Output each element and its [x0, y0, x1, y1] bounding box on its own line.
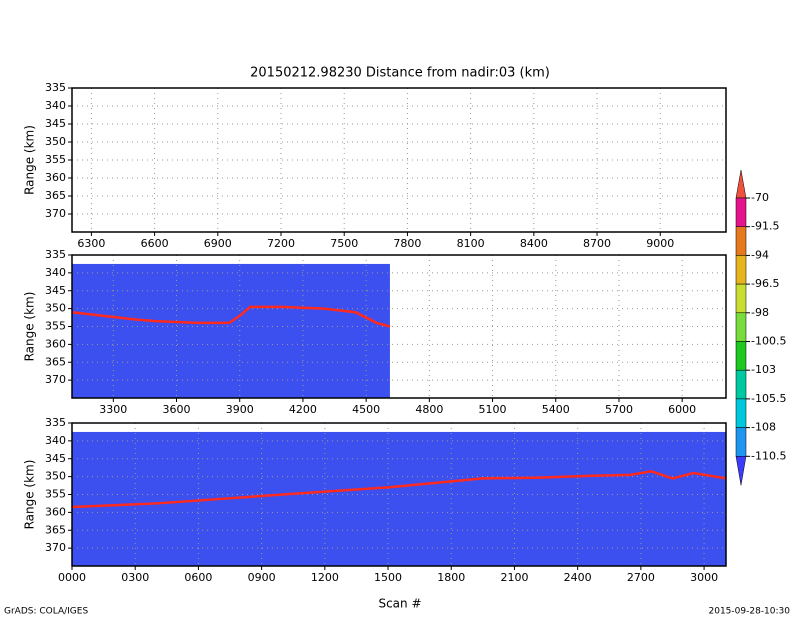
- x-tick-label: 3900: [226, 403, 254, 416]
- colorbar-label: -108: [751, 421, 776, 434]
- x-tick-label: 4800: [415, 403, 443, 416]
- plot-frame: [71, 254, 727, 399]
- y-tick-label: 360: [45, 337, 66, 350]
- y-axis-label: Range (km): [23, 125, 37, 195]
- y-tick-label: 370: [45, 207, 66, 220]
- x-tick-label: 1200: [311, 571, 339, 584]
- x-tick-label: 8400: [520, 237, 548, 250]
- x-tick-label: 2100: [500, 571, 528, 584]
- colorbar-segment: [735, 312, 747, 342]
- x-tick-label: 0000: [58, 571, 86, 584]
- colorbar-label: -103: [751, 363, 776, 376]
- colorbar-label: -94: [751, 248, 769, 261]
- y-tick-label: 335: [45, 416, 66, 429]
- x-tick-label: 1800: [437, 571, 465, 584]
- y-tick-label: 345: [45, 284, 66, 297]
- chart-title: 20150212.98230 Distance from nadir:03 (k…: [250, 66, 550, 81]
- colorbar-cap: [735, 169, 747, 199]
- x-tick-label: 5700: [605, 403, 633, 416]
- credits: GrADS: COLA/IGES: [4, 607, 88, 617]
- y-tick-label: 370: [45, 373, 66, 386]
- x-tick-label: 5400: [542, 403, 570, 416]
- y-tick-label: 360: [45, 171, 66, 184]
- x-tick-label: 2700: [627, 571, 655, 584]
- y-tick-label: 355: [45, 153, 66, 166]
- colorbar-segment: [735, 341, 747, 371]
- data-coverage: [72, 263, 390, 398]
- y-tick-label: 340: [45, 99, 66, 112]
- plot-frame: [71, 422, 727, 567]
- colorbar-segment: [735, 398, 747, 428]
- colorbar-segment: [735, 369, 747, 400]
- x-tick-label: 3600: [163, 403, 191, 416]
- colorbar-label: -98: [751, 306, 769, 319]
- x-tick-label: 6600: [141, 237, 169, 250]
- x-tick-label: 0300: [121, 571, 149, 584]
- y-tick-label: 365: [45, 523, 66, 536]
- y-tick-label: 345: [45, 452, 66, 465]
- y-tick-label: 340: [45, 434, 66, 447]
- x-tick-label: 6000: [668, 403, 696, 416]
- colorbar-label: -100.5: [751, 335, 786, 348]
- x-tick-label: 9000: [646, 237, 674, 250]
- y-tick-label: 340: [45, 266, 66, 279]
- y-tick-label: 345: [45, 117, 66, 130]
- colorbar-label: -70: [751, 191, 769, 204]
- x-tick-label: 7500: [330, 237, 358, 250]
- x-axis-label: Scan #: [378, 597, 421, 611]
- plot-frame: [71, 87, 727, 233]
- y-tick-label: 350: [45, 470, 66, 483]
- x-tick-label: 7800: [393, 237, 421, 250]
- y-tick-label: 360: [45, 505, 66, 518]
- x-tick-label: 1500: [374, 571, 402, 584]
- surface-line: [71, 469, 727, 509]
- surface-line: [71, 305, 391, 328]
- y-tick-label: 335: [45, 81, 66, 94]
- x-tick-label: 2400: [564, 571, 592, 584]
- x-tick-label: 6900: [204, 237, 232, 250]
- y-tick-label: 350: [45, 135, 66, 148]
- x-tick-label: 3000: [690, 571, 718, 584]
- data-coverage: [72, 431, 726, 566]
- x-tick-label: 4200: [289, 403, 317, 416]
- x-tick-label: 8100: [457, 237, 485, 250]
- y-tick-label: 335: [45, 248, 66, 261]
- y-tick-label: 365: [45, 189, 66, 202]
- colorbar-segment: [735, 255, 747, 285]
- colorbar-label: -96.5: [751, 277, 779, 290]
- y-tick-label: 365: [45, 355, 66, 368]
- y-axis-label: Range (km): [23, 460, 37, 530]
- timestamp: 2015-09-28-10:30: [709, 607, 791, 617]
- colorbar-segment: [735, 197, 747, 227]
- x-tick-label: 3300: [99, 403, 127, 416]
- colorbar-segment: [735, 427, 747, 457]
- x-tick-label: 5100: [479, 403, 507, 416]
- x-tick-label: 0900: [248, 571, 276, 584]
- y-tick-label: 355: [45, 488, 66, 501]
- y-axis-label: Range (km): [23, 292, 37, 362]
- colorbar-label: -91.5: [751, 220, 779, 233]
- colorbar-cap: [735, 456, 747, 486]
- y-tick-label: 350: [45, 302, 66, 315]
- x-tick-label: 8700: [583, 237, 611, 250]
- x-tick-label: 7200: [267, 237, 295, 250]
- y-tick-label: 355: [45, 320, 66, 333]
- x-tick-label: 6300: [77, 237, 105, 250]
- colorbar-label: -105.5: [751, 392, 786, 405]
- colorbar-segment: [735, 226, 747, 256]
- colorbar-label: -110.5: [751, 449, 786, 462]
- y-tick-label: 370: [45, 541, 66, 554]
- x-tick-label: 0600: [184, 571, 212, 584]
- x-tick-label: 4500: [352, 403, 380, 416]
- colorbar-segment: [735, 283, 747, 314]
